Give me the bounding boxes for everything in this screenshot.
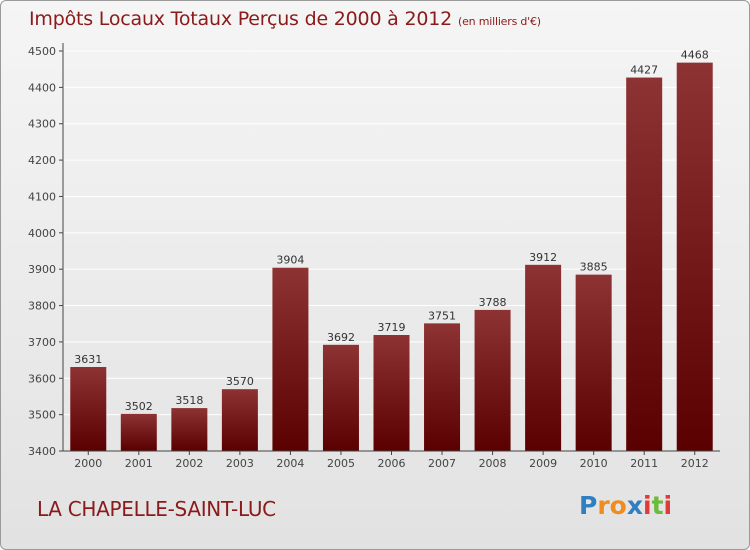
bar	[272, 267, 309, 451]
bar	[626, 77, 663, 451]
data-label: 3631	[74, 353, 102, 366]
data-label: 3692	[327, 331, 355, 344]
bar	[221, 389, 258, 451]
logo-letter: r	[597, 491, 610, 520]
x-tick-label: 2002	[175, 457, 203, 470]
x-tick-label: 2003	[226, 457, 254, 470]
x-tick-label: 2007	[428, 457, 456, 470]
y-tick-label: 3900	[28, 263, 56, 276]
x-tick-label: 2009	[529, 457, 557, 470]
x-tick-label: 2010	[580, 457, 608, 470]
bar	[322, 344, 359, 451]
bar	[525, 264, 562, 451]
y-tick-label: 4300	[28, 118, 56, 131]
logo-letter: t	[651, 491, 664, 520]
x-tick-label: 2000	[74, 457, 102, 470]
data-label: 3502	[125, 400, 153, 413]
bar	[424, 323, 461, 451]
data-label: 3788	[479, 296, 507, 309]
data-label: 3912	[529, 251, 557, 264]
proxiti-logo: Proxiti	[579, 491, 672, 520]
bar	[575, 274, 612, 451]
data-label: 3904	[276, 254, 304, 267]
city-name: LA CHAPELLE-SAINT-LUC	[37, 497, 276, 521]
bar	[676, 62, 713, 452]
data-label: 3518	[175, 394, 203, 407]
x-tick-label: 2001	[125, 457, 153, 470]
logo-letter: i	[643, 491, 652, 520]
y-tick-label: 4500	[28, 45, 56, 58]
logo-letter: x	[626, 491, 643, 520]
y-tick-label: 4000	[28, 227, 56, 240]
bar	[373, 335, 410, 451]
logo-letter: i	[663, 491, 673, 520]
data-label: 3751	[428, 309, 456, 322]
unit-note: (en milliers d'€)	[458, 15, 541, 28]
logo-letter: P	[579, 491, 598, 520]
bar	[171, 408, 208, 451]
data-label: 3719	[378, 321, 406, 334]
bar	[474, 309, 511, 451]
y-tick-label: 4400	[28, 81, 56, 94]
x-tick-label: 2005	[327, 457, 355, 470]
y-tick-label: 3500	[28, 409, 56, 422]
x-tick-label: 2011	[630, 457, 658, 470]
x-tick-label: 2008	[479, 457, 507, 470]
y-tick-label: 3800	[28, 300, 56, 313]
y-tick-label: 4200	[28, 154, 56, 167]
bar	[70, 367, 107, 451]
data-label: 3570	[226, 375, 254, 388]
x-tick-label: 2004	[276, 457, 304, 470]
y-tick-label: 3400	[28, 445, 56, 458]
x-tick-label: 2006	[378, 457, 406, 470]
title-text: Impôts Locaux Totaux Perçus de 2000 à 20…	[29, 8, 453, 30]
y-tick-label: 3600	[28, 372, 56, 385]
chart-title: Impôts Locaux Totaux Perçus de 2000 à 20…	[29, 8, 541, 30]
x-tick-label: 2012	[681, 457, 709, 470]
y-tick-label: 4100	[28, 190, 56, 203]
data-label: 4468	[681, 49, 709, 62]
logo-letter: o	[609, 491, 627, 520]
y-tick-label: 3700	[28, 336, 56, 349]
data-label: 3885	[580, 261, 608, 274]
bar	[120, 413, 157, 451]
data-label: 4427	[630, 64, 658, 77]
